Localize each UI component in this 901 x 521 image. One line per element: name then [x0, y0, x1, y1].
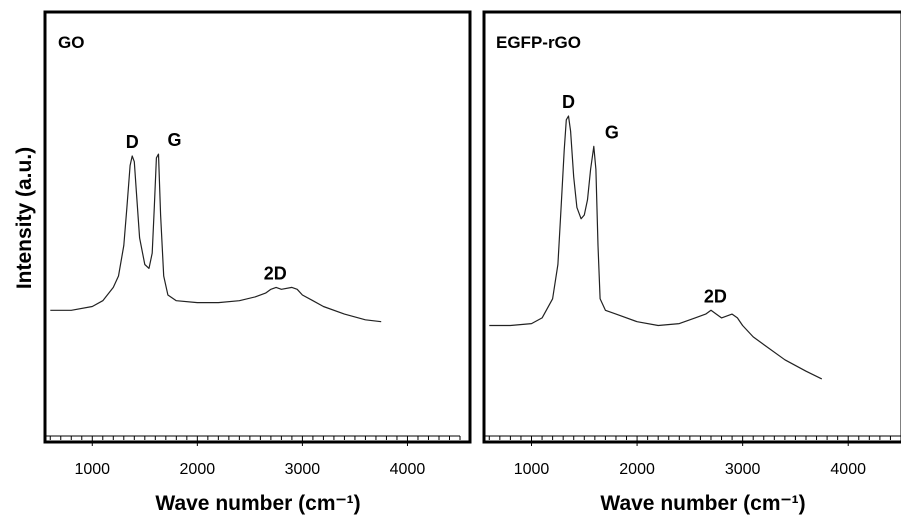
panel-title: GO	[58, 33, 84, 52]
x-tick-label: 1000	[514, 461, 550, 478]
x-tick-label: 2000	[180, 461, 216, 478]
peak-label-d: D	[562, 92, 575, 112]
peak-label-g: G	[605, 122, 619, 142]
x-tick-label: 4000	[390, 461, 426, 478]
panel-title: EGFP-rGO	[496, 33, 581, 52]
spectrum-line	[489, 115, 823, 380]
spectrum-line	[50, 153, 382, 323]
x-axis-label: Wave number (cm⁻¹)	[600, 492, 805, 515]
x-tick-label: 2000	[619, 461, 655, 478]
panel-frame	[482, 10, 901, 444]
y-axis-label: Intensity (a.u.)	[13, 147, 36, 289]
peak-label-d: D	[126, 132, 139, 152]
panel-egfp-rgo: EGFP-rGO Wave number (cm⁻¹) 1000 2000 3000…	[482, 10, 901, 515]
x-tick-label: 3000	[725, 461, 761, 478]
peak-label-g: G	[167, 130, 181, 150]
panel-frame	[43, 10, 472, 444]
x-tick-label: 4000	[830, 461, 866, 478]
peak-label-2d: 2D	[264, 263, 287, 283]
panel-go: GO Wave number (cm⁻¹) 1000 2000 3000 4000 D G…	[43, 10, 472, 515]
peak-label-2d: 2D	[704, 286, 727, 306]
x-tick-label: 3000	[285, 461, 321, 478]
x-tick-label: 1000	[74, 461, 110, 478]
x-axis-label: Wave number (cm⁻¹)	[155, 492, 360, 515]
